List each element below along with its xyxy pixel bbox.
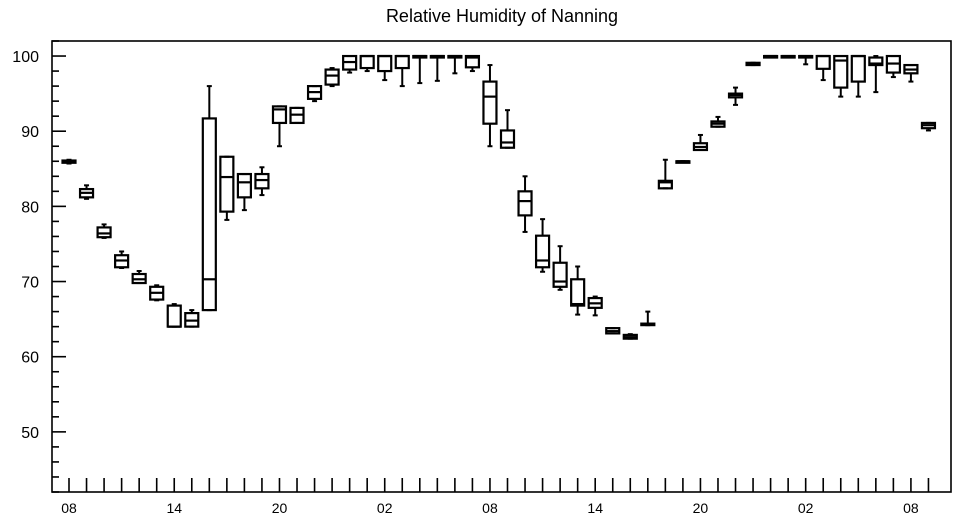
box-group <box>657 158 673 190</box>
boxes <box>61 54 937 340</box>
box-group <box>517 175 533 233</box>
x-tick-label: 08 <box>61 500 77 516</box>
box-group <box>745 61 761 67</box>
iqr-box <box>219 155 235 213</box>
box-group <box>254 166 270 197</box>
axes: 50 60 70 80 90 100 08 14 20 02 08 14 20 02 08 <box>12 40 952 516</box>
box-group <box>271 105 288 148</box>
box-group <box>131 270 147 285</box>
plot-frame <box>51 40 952 493</box>
box-group <box>324 67 340 88</box>
iqr-box <box>850 54 866 83</box>
box-group <box>377 54 393 82</box>
box-group <box>920 121 937 132</box>
box-group <box>903 63 919 83</box>
box-group <box>236 172 252 212</box>
iqr-box <box>815 54 831 70</box>
iqr-box <box>254 172 270 190</box>
box-group <box>394 54 410 88</box>
box-group <box>306 84 323 103</box>
box-group <box>289 106 305 125</box>
box-group <box>201 85 217 312</box>
box-group <box>727 86 744 106</box>
iqr-box <box>499 129 516 149</box>
box-group <box>885 54 901 79</box>
chart-title: Relative Humidity of Nanning <box>386 6 618 26</box>
box-group <box>149 284 165 302</box>
box-group <box>780 54 796 59</box>
iqr-box <box>517 190 533 217</box>
y-tick-label: 50 <box>21 425 39 442</box>
box-group <box>342 54 358 74</box>
y-tick-label: 70 <box>21 275 39 292</box>
iqr-box <box>657 179 673 190</box>
box-group <box>833 54 849 98</box>
iqr-box <box>166 304 182 328</box>
box-group <box>534 218 551 273</box>
iqr-box <box>236 172 252 199</box>
x-tick-label: 08 <box>903 500 919 516</box>
iqr-box <box>482 80 498 125</box>
iqr-box <box>394 54 410 70</box>
box-group <box>61 158 77 165</box>
box-group <box>640 310 656 327</box>
y-tick-label: 90 <box>21 124 39 141</box>
box-group <box>96 223 112 239</box>
box-group <box>868 55 884 94</box>
iqr-box <box>570 278 586 307</box>
x-tick-label: 20 <box>272 500 288 516</box>
box-group <box>114 250 130 270</box>
iqr-box <box>359 54 375 70</box>
box-group <box>184 309 200 328</box>
box-group <box>499 109 516 149</box>
iqr-box <box>534 234 551 269</box>
y-tick-label: 80 <box>21 199 39 216</box>
box-group <box>570 265 586 316</box>
iqr-box <box>464 54 481 69</box>
x-tick-label: 02 <box>377 500 393 516</box>
box-group <box>850 54 866 98</box>
box-group <box>78 184 95 200</box>
box-group <box>464 54 481 73</box>
iqr-box <box>552 261 568 288</box>
y-tick-label: 100 <box>12 49 39 66</box>
iqr-box <box>868 56 884 67</box>
x-tick-label: 02 <box>798 500 814 516</box>
box-group <box>798 54 814 66</box>
box-group <box>359 54 375 73</box>
box-group <box>710 115 726 128</box>
box-group <box>815 54 831 82</box>
iqr-box <box>201 117 217 312</box>
box-group <box>219 155 235 221</box>
iqr-box <box>377 54 393 73</box>
box-group <box>622 333 638 340</box>
y-tick-label: 60 <box>21 350 39 367</box>
box-group <box>552 245 568 291</box>
box-group <box>447 54 463 75</box>
box-group <box>692 133 709 152</box>
box-group <box>482 64 498 148</box>
x-tick-label: 08 <box>482 500 498 516</box>
box-group <box>762 54 779 59</box>
box-group <box>412 54 428 85</box>
box-group <box>675 160 691 164</box>
x-tick-label: 20 <box>693 500 709 516</box>
box-group <box>587 295 603 317</box>
box-group <box>166 303 182 328</box>
x-tick-label: 14 <box>587 500 603 516</box>
iqr-box <box>324 68 340 86</box>
box-group <box>605 327 621 335</box>
box-group <box>429 54 445 82</box>
iqr-box <box>96 226 112 239</box>
iqr-box <box>271 105 288 125</box>
iqr-box <box>833 54 849 89</box>
x-tick-label: 14 <box>166 500 182 516</box>
